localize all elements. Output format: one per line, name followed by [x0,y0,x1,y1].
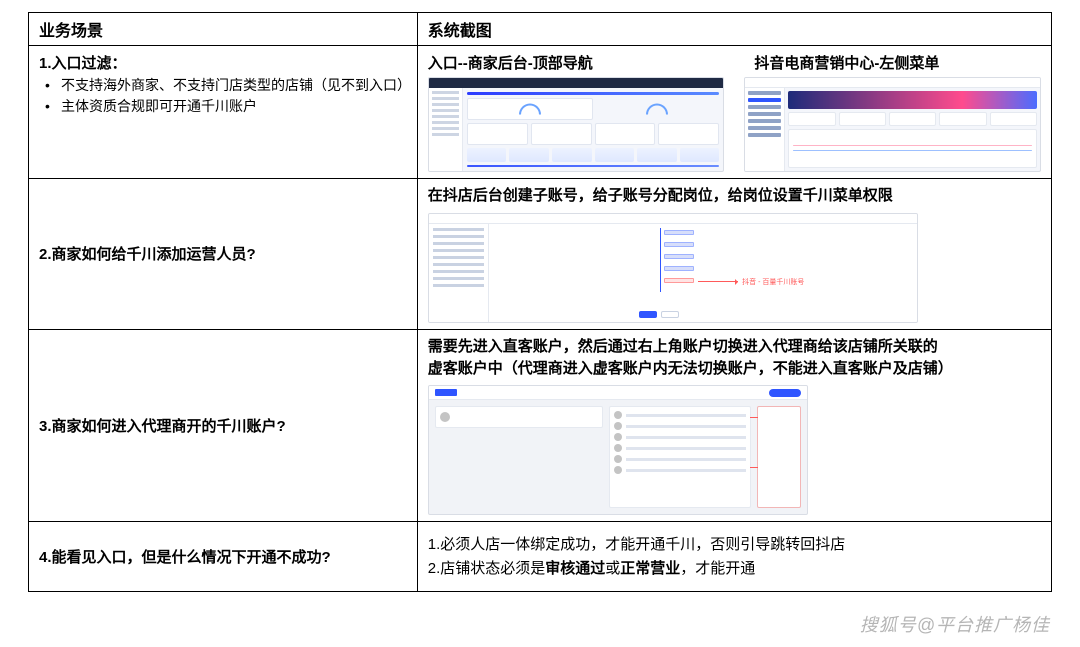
row1-bullets: 不支持海外商家、不支持门店类型的店铺（见不到入口） 主体资质合规即可开通千川账户 [39,75,407,117]
screenshot-thumb-subaccount: 抖音 - 百量千川账号 [428,213,919,323]
caption-right: 抖音电商营销中心-左侧菜单 [754,52,1041,73]
account-list [609,406,751,508]
answer-text: ，才能开通 [680,560,755,577]
scenario-cell: 1.入口过滤： 不支持海外商家、不支持门店类型的店铺（见不到入口） 主体资质合规… [29,46,418,179]
avatar-icon [614,411,622,419]
row4-question: 4.能看见入口，但是什么情况下开通不成功? [39,546,407,567]
list-item: 不支持海外商家、不支持门店类型的店铺（见不到入口） [43,75,407,96]
table-row: 2.商家如何给千川添加运营人员? 在抖店后台创建子账号，给子账号分配岗位，给岗位… [29,179,1052,330]
scenario-table: 业务场景 系统截图 1.入口过滤： 不支持海外商家、不支持门店类型的店铺（见不到… [28,12,1052,592]
avatar-icon [614,444,622,452]
row3-question: 3.商家如何进入代理商开的千川账户? [39,415,407,436]
answer-text: 或 [605,560,620,577]
table-row: 4.能看见入口，但是什么情况下开通不成功? 1.必须人店一体绑定成功，才能开通千… [29,522,1052,592]
table-row: 3.商家如何进入代理商开的千川账户? 需要先进入直客账户，然后通过右上角账户切换… [29,329,1052,522]
avatar-icon [614,422,622,430]
answer-bold: 正常营业 [620,560,680,577]
scenario-cell: 2.商家如何给千川添加运营人员? [29,179,418,330]
screenshot-thumb-account-switch [428,385,808,515]
row2-caption: 在抖店后台创建子账号，给子账号分配岗位，给岗位设置千川菜单权限 [428,185,1041,207]
logo-icon [435,389,457,396]
header-row: 业务场景 系统截图 [29,13,1052,46]
header-left: 业务场景 [29,13,418,46]
bullet-text: 主体资质合规即可开通千川账户 [61,98,257,114]
caption-line: 虚客账户中（代理商进入虚客账户内无法切换账户，不能进入直客账户及店铺） [428,360,953,377]
caption-left: 入口--商家后台-顶部导航 [428,52,715,73]
avatar-icon [440,412,450,422]
screenshot-thumb-marketing-center [744,77,1041,172]
scenario-cell: 3.商家如何进入代理商开的千川账户? [29,329,418,522]
account-pill-icon [769,389,801,397]
avatar-icon [614,466,622,474]
table-row: 1.入口过滤： 不支持海外商家、不支持门店类型的店铺（见不到入口） 主体资质合规… [29,46,1052,179]
answer-text: 2.店铺状态必须是 [428,560,546,577]
watermark-text: 搜狐号@平台推广杨佳 [860,611,1050,637]
row4-answers: 1.必须人店一体绑定成功，才能开通千川，否则引导跳转回抖店 2.店铺状态必须是审… [428,533,1041,581]
highlight-box [757,406,801,508]
row1-title: 1.入口过滤： [39,52,407,73]
avatar-icon [614,433,622,441]
scenario-cell: 4.能看见入口，但是什么情况下开通不成功? [29,522,418,592]
answer-cell: 1.必须人店一体绑定成功，才能开通千川，否则引导跳转回抖店 2.店铺状态必须是审… [417,522,1051,592]
avatar-icon [614,455,622,463]
annotation-text: 抖音 - 百量千川账号 [742,277,804,287]
bullet-text: 不支持海外商家、不支持门店类型的店铺（见不到入口） [61,77,411,93]
answer-line: 2.店铺状态必须是审核通过或正常营业，才能开通 [428,557,1041,581]
screenshot-cell: 在抖店后台创建子账号，给子账号分配岗位，给岗位设置千川菜单权限 抖音 - 百量千… [417,179,1051,330]
header-right: 系统截图 [417,13,1051,46]
answer-line: 1.必须人店一体绑定成功，才能开通千川，否则引导跳转回抖店 [428,533,1041,557]
list-item: 主体资质合规即可开通千川账户 [43,96,407,117]
screenshot-cell: 需要先进入直客账户，然后通过右上角账户切换进入代理商给该店铺所关联的 虚客账户中… [417,329,1051,522]
answer-bold: 审核通过 [545,560,605,577]
screenshot-cell: 入口--商家后台-顶部导航 抖音电商营销中心-左侧菜单 [417,46,1051,179]
row2-question: 2.商家如何给千川添加运营人员? [39,243,407,264]
row3-caption: 需要先进入直客账户，然后通过右上角账户切换进入代理商给该店铺所关联的 虚客账户中… [428,336,1041,380]
screenshot-thumb-merchant-backend [428,77,725,172]
caption-line: 需要先进入直客账户，然后通过右上角账户切换进入代理商给该店铺所关联的 [428,338,938,355]
